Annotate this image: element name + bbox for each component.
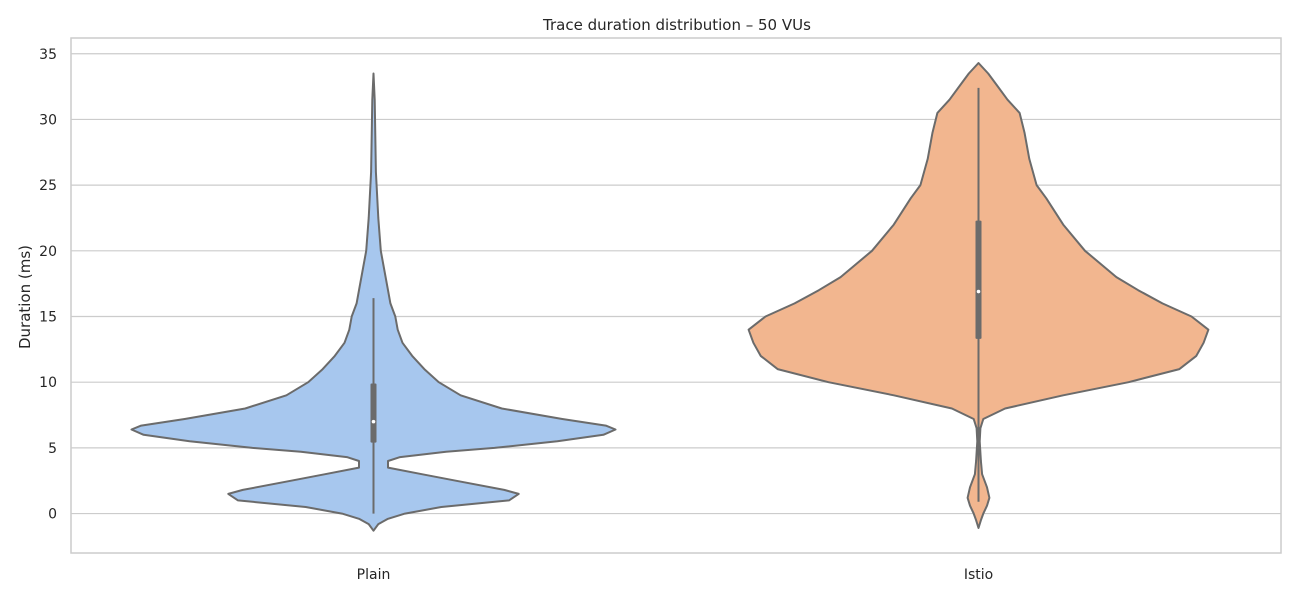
- y-tick-label: 35: [39, 47, 57, 63]
- median-marker-plain: [371, 419, 376, 424]
- x-ticks: Plain Istio: [357, 567, 994, 583]
- y-tick-label: 10: [39, 375, 57, 391]
- y-tick-label: 0: [48, 507, 57, 523]
- iqr-box-plain: [370, 383, 377, 443]
- y-axis-label: Duration (ms): [16, 245, 34, 349]
- x-tick-label: Istio: [964, 567, 993, 583]
- plot-frame: [70, 37, 1282, 554]
- x-tick-label: Plain: [357, 567, 391, 583]
- chart-title: Trace duration distribution – 50 VUs: [542, 16, 811, 34]
- y-tick-label: 30: [39, 112, 57, 128]
- y-ticks: 0 5 10 15 20 25 30 35: [39, 47, 57, 523]
- box-markers: [370, 87, 982, 514]
- y-tick-label: 5: [48, 441, 57, 457]
- iqr-box-istio: [975, 220, 982, 339]
- y-tick-label: 15: [39, 310, 57, 326]
- median-marker-istio: [976, 289, 981, 294]
- violins: [130, 62, 1210, 532]
- y-tick-label: 25: [39, 178, 57, 194]
- y-tick-label: 20: [39, 244, 57, 260]
